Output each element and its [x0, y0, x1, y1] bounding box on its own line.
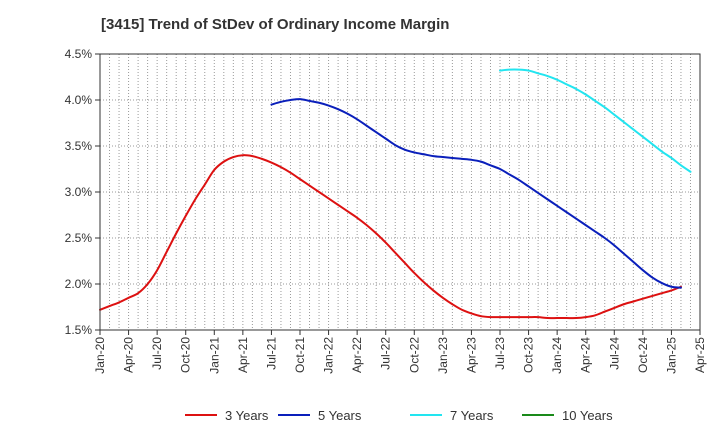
x-tick-label: Apr-20 [122, 337, 136, 373]
y-axis-ticks: 1.5% 2.0% 2.5% 3.0% 3.5% 4.0% 4.5% [65, 47, 100, 337]
legend: 3 Years 5 Years 7 Years 10 Years [185, 408, 613, 423]
legend-label-5-years: 5 Years [318, 408, 362, 423]
y-tick-label: 2.0% [65, 277, 93, 291]
x-tick-label: Apr-25 [693, 337, 707, 373]
x-tick-label: Apr-22 [350, 337, 364, 373]
x-tick-label: Jan-23 [436, 337, 450, 374]
x-tick-label: Apr-21 [236, 337, 250, 373]
x-tick-label: Jul-22 [379, 337, 393, 370]
x-axis-ticks: Jan-20 Apr-20 Jul-20 Oct-20 Jan-21 Apr-21 Jul-… [93, 330, 707, 374]
x-tick-label: Jul-20 [150, 337, 164, 370]
x-tick-label: Jul-21 [264, 337, 278, 370]
y-tick-label: 1.5% [65, 323, 93, 337]
x-tick-label: Jan-21 [207, 337, 221, 374]
x-tick-label: Jan-25 [664, 337, 678, 374]
x-tick-label: Apr-24 [579, 337, 593, 373]
series-line-7-years [499, 68, 692, 173]
series-line-5-years [270, 98, 682, 289]
series-line-3-years [99, 154, 682, 320]
x-tick-label: Oct-22 [407, 337, 421, 373]
grid [100, 54, 700, 330]
legend-label-10-years: 10 Years [562, 408, 613, 423]
legend-label-7-years: 7 Years [450, 408, 494, 423]
x-tick-label: Oct-23 [522, 337, 536, 373]
y-tick-label: 4.5% [65, 47, 93, 61]
series-layer [99, 68, 692, 320]
x-tick-label: Jan-20 [93, 337, 107, 374]
y-tick-label: 3.0% [65, 185, 93, 199]
x-tick-label: Jul-24 [607, 337, 621, 370]
y-tick-label: 2.5% [65, 231, 93, 245]
x-tick-label: Jul-23 [493, 337, 507, 370]
x-tick-label: Jan-22 [322, 337, 336, 374]
y-tick-label: 4.0% [65, 93, 93, 107]
x-tick-label: Apr-23 [464, 337, 478, 373]
x-tick-label: Oct-20 [179, 337, 193, 373]
chart-title: [3415] Trend of StDev of Ordinary Income… [101, 16, 449, 33]
legend-label-3-years: 3 Years [225, 408, 269, 423]
x-tick-label: Oct-21 [293, 337, 307, 373]
x-tick-label: Jan-24 [550, 337, 564, 374]
x-tick-label: Oct-24 [636, 337, 650, 373]
y-tick-label: 3.5% [65, 139, 93, 153]
